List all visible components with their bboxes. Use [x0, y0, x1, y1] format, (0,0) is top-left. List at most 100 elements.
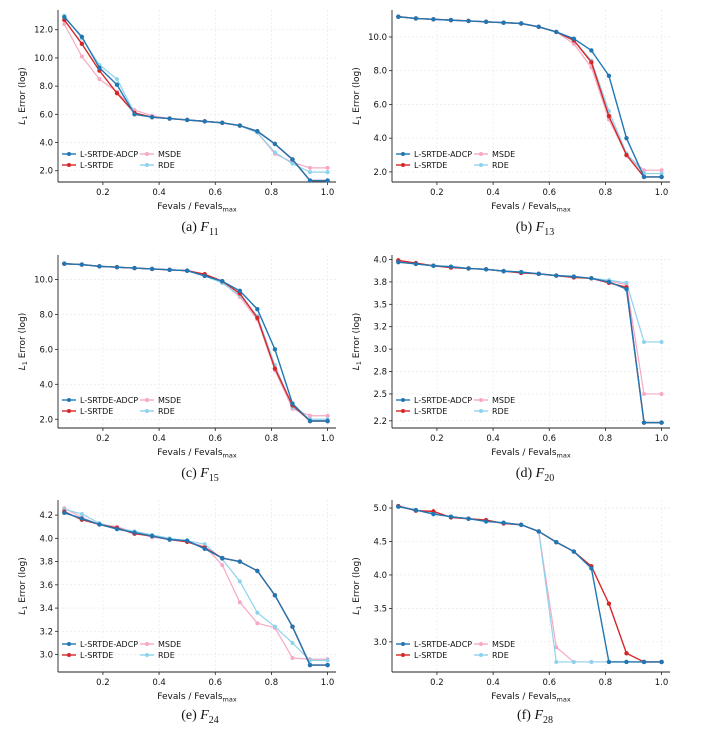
data-point — [272, 366, 278, 371]
caption-letter: (c) — [181, 466, 197, 481]
legend-label: RDE — [158, 407, 175, 416]
series-line — [63, 15, 328, 173]
x-tick-label: 0.4 — [486, 678, 500, 688]
data-point — [325, 413, 330, 418]
x-tick-label: 0.2 — [430, 188, 444, 198]
data-point — [114, 77, 119, 82]
data-point — [290, 624, 295, 629]
chart-e: 0.2 0.4 0.6 0.8 1.0 3.0 3.2 3.4 3.6 3.8 4.0 4.2 Feva… — [18, 500, 336, 704]
legend-label: RDE — [492, 161, 509, 170]
data-point — [483, 267, 489, 272]
data-point — [97, 77, 102, 82]
x-tick-label: 0.8 — [599, 188, 613, 198]
series-l-srtde-adcp — [396, 14, 664, 180]
series-l-srtde-adcp — [62, 261, 330, 424]
legend: L-SRTDE-ADCP L-SRTDE MSDE RDE — [396, 150, 515, 170]
x-axis-label: Fevals / Fevalsmax — [491, 448, 571, 460]
x-axis-label: Fevals / Fevalsmax — [491, 692, 571, 704]
caption-function: F — [535, 220, 545, 235]
y-tick-label: 3.8 — [39, 558, 53, 568]
series-l-srtde-adcp — [396, 504, 664, 665]
series-msde — [62, 22, 330, 170]
data-point — [272, 141, 278, 147]
x-axis-label: Fevals / Fevalsmax — [157, 202, 237, 214]
y-tick-label: 10.0 — [34, 54, 53, 64]
caption-b: (b) F13 — [435, 220, 635, 238]
data-point — [149, 114, 155, 120]
data-point — [659, 420, 664, 425]
x-tick-label: 1.0 — [321, 434, 335, 444]
data-point — [518, 269, 524, 275]
data-point — [431, 511, 436, 517]
data-point — [290, 157, 295, 162]
data-point — [255, 610, 260, 615]
data-point — [97, 264, 102, 269]
data-point — [307, 662, 313, 668]
x-tick-label: 0.4 — [486, 188, 500, 198]
x-axis-label: Fevals / Fevalsmax — [157, 448, 237, 460]
data-point — [501, 268, 506, 274]
legend-label: L-SRTDE-ADCP — [80, 150, 138, 159]
y-tick-label: 2.2 — [373, 417, 387, 427]
data-point — [606, 73, 612, 78]
data-point — [237, 559, 243, 564]
data-point — [62, 22, 67, 27]
data-point — [518, 522, 524, 527]
y-tick-label: 4.2 — [39, 511, 53, 521]
data-point — [396, 14, 401, 19]
data-point — [413, 261, 419, 267]
data-point — [448, 17, 454, 23]
data-point — [307, 178, 313, 183]
legend-marker — [145, 163, 149, 167]
x-tick-label: 1.0 — [321, 678, 335, 688]
series-msde — [396, 259, 664, 396]
data-point — [220, 279, 225, 284]
data-point — [606, 114, 612, 119]
y-tick-label: 3.2 — [373, 323, 387, 333]
data-point — [272, 150, 277, 155]
y-tick-label: 2.5 — [373, 390, 387, 400]
legend-marker — [145, 409, 149, 413]
data-point — [589, 276, 594, 281]
y-axis-label: L1 Error (log) — [18, 557, 29, 615]
legend-label: L-SRTDE-ADCP — [414, 150, 472, 159]
x-tick-label: 0.4 — [152, 188, 166, 198]
y-tick-label: 6.0 — [39, 345, 53, 355]
data-point — [571, 36, 577, 41]
data-point — [202, 119, 207, 124]
caption-letter: (e) — [181, 708, 197, 723]
x-tick-label: 0.2 — [96, 678, 110, 688]
series-line — [398, 505, 662, 663]
chart-d: 0.2 0.4 0.6 0.8 1.0 2.2 2.5 2.8 3.0 3.2 3.5 3.8 4.0 F… — [352, 255, 670, 460]
x-tick-label: 0.4 — [152, 678, 166, 688]
data-point — [114, 90, 120, 96]
legend-marker — [479, 152, 483, 156]
legend-label: L-SRTDE — [414, 407, 447, 416]
chart-f: 0.2 0.4 0.6 0.8 1.0 3.0 3.5 4.0 4.5 5.0 Fevals / F… — [352, 500, 670, 704]
data-point — [466, 516, 471, 521]
x-tick-label: 0.6 — [542, 434, 556, 444]
data-point — [149, 533, 155, 539]
data-point — [114, 265, 120, 270]
y-tick-label: 3.6 — [39, 581, 53, 591]
data-point — [642, 168, 647, 173]
data-point — [624, 152, 629, 158]
x-tick-label: 0.4 — [152, 434, 166, 444]
series-line — [398, 16, 662, 171]
legend-label: L-SRTDE-ADCP — [80, 640, 138, 649]
legend-label: MSDE — [492, 396, 515, 405]
legend-label: MSDE — [492, 150, 515, 159]
series-line — [398, 261, 662, 424]
y-tick-label: 6.0 — [39, 110, 53, 120]
x-tick-label: 0.8 — [265, 434, 279, 444]
caption-function: F — [534, 708, 544, 723]
data-point — [167, 267, 172, 273]
y-axis-label: L1 Error (log) — [18, 313, 29, 371]
data-point — [290, 161, 295, 166]
x-tick-label: 0.2 — [430, 678, 444, 688]
data-point — [606, 279, 612, 285]
x-tick-label: 0.6 — [542, 678, 556, 688]
data-point — [255, 621, 260, 626]
legend-label: L-SRTDE — [80, 161, 113, 170]
data-point — [624, 280, 629, 285]
